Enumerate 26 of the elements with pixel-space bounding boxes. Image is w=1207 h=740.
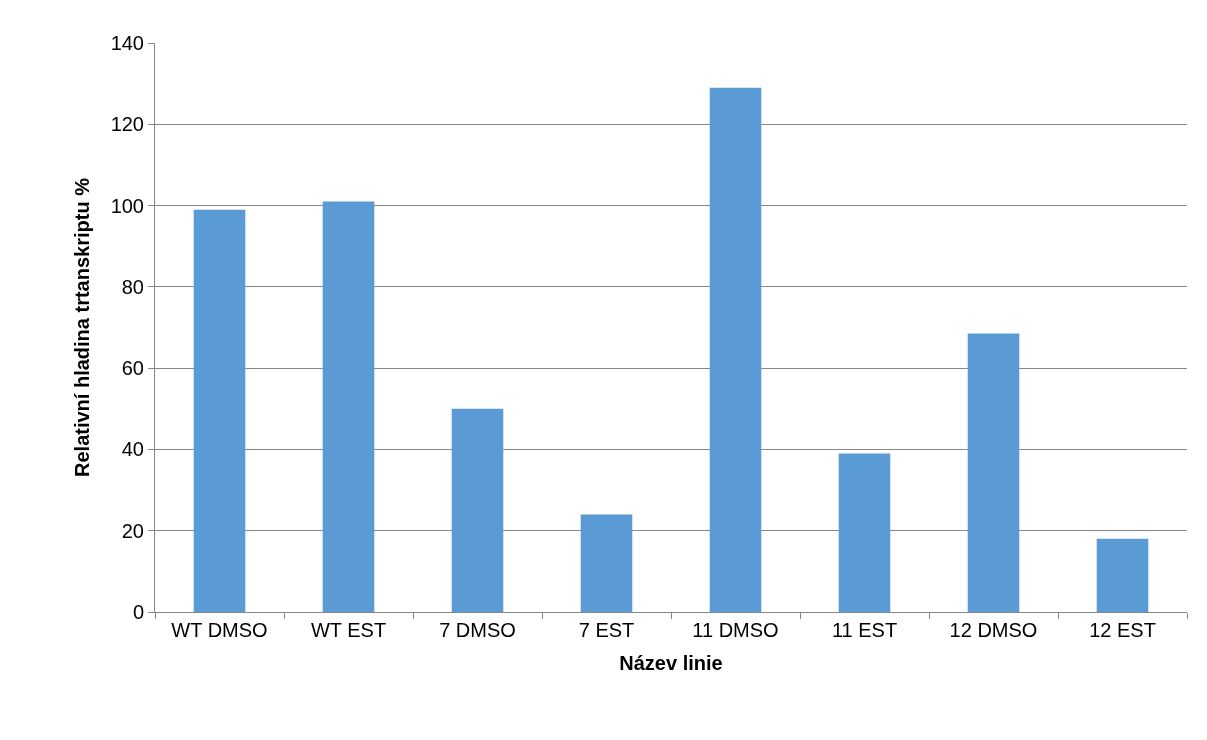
x-tick-label: WT EST [310, 619, 387, 641]
x-axis-title: Název linie [619, 651, 723, 674]
bar [580, 514, 633, 612]
bar [1096, 538, 1149, 612]
bar [709, 87, 762, 612]
y-axis-title: Relativní hladina trtanskriptu % [71, 177, 94, 477]
bar [967, 333, 1020, 612]
x-tick-label: 11 EST [831, 619, 898, 641]
y-tick-label: 20 [121, 519, 144, 542]
x-tick-label: 12 DMSO [949, 619, 1038, 641]
x-tick-label: 7 DMSO [439, 619, 516, 641]
bar [322, 201, 375, 612]
bar [193, 209, 246, 612]
x-tick-label: WT DMSO [171, 619, 268, 641]
y-tick-label: 0 [132, 601, 144, 623]
x-tick-label: 11 DMSO [692, 619, 779, 641]
y-tick-label: 100 [110, 194, 144, 217]
x-tick-label: 7 EST [578, 619, 635, 641]
y-tick-label: 80 [121, 275, 144, 298]
bar [451, 408, 504, 612]
y-tick-label: 140 [110, 32, 144, 54]
y-tick-label: 120 [110, 113, 144, 136]
y-tick-label: 60 [121, 357, 144, 380]
y-tick-label: 40 [121, 438, 144, 461]
x-tick-label: 12 EST [1089, 619, 1156, 641]
bar [838, 453, 891, 612]
